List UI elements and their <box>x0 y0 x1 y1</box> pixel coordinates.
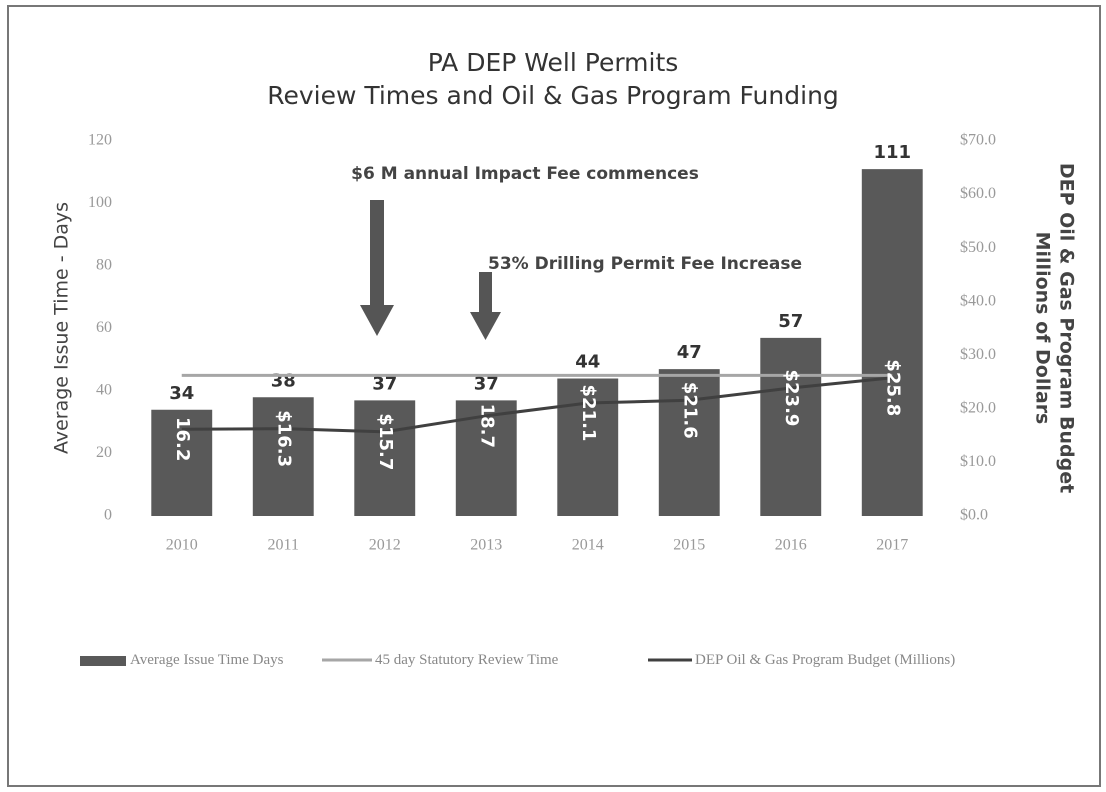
x-tick-label: 2016 <box>775 537 807 554</box>
data-label: 44 <box>575 352 600 373</box>
arrow <box>360 200 394 336</box>
legend-label: Average Issue Time Days <box>130 652 284 668</box>
legend-label: 45 day Statutory Review Time <box>375 652 559 668</box>
x-tick-label: 2012 <box>369 537 401 554</box>
bar <box>354 400 416 516</box>
y2-tick-label: $10.0 <box>960 453 996 470</box>
y-tick-label: 100 <box>88 194 112 211</box>
data-label: 38 <box>271 370 296 391</box>
data-label: 111 <box>873 142 911 163</box>
data-label: 37 <box>372 373 397 394</box>
bar <box>252 397 314 516</box>
y2-tick-label: $70.0 <box>960 132 996 149</box>
data-label: 47 <box>677 342 702 363</box>
x-tick-label: 2015 <box>673 537 705 554</box>
y2-axis-title: Millions of Dollars <box>1032 232 1054 425</box>
frame <box>7 5 1101 787</box>
chart-title: PA DEP Well Permits <box>428 48 679 77</box>
x-tick-label: 2014 <box>572 537 604 554</box>
data-label: $15.7 <box>375 413 396 470</box>
x-tick-label: 2013 <box>470 537 502 554</box>
x-tick-label: 2017 <box>876 537 908 554</box>
y2-tick-label: $30.0 <box>960 346 996 363</box>
annotation: $6 M annual Impact Fee commences <box>351 164 699 184</box>
y-axis-title: Average Issue Time - Days <box>51 202 73 454</box>
data-label: 57 <box>778 311 803 332</box>
bar <box>151 409 213 516</box>
data-label: 18.7 <box>476 404 497 448</box>
y2-tick-label: $20.0 <box>960 400 996 417</box>
annotation: 53% Drilling Permit Fee Increase <box>488 254 802 274</box>
data-label: 34 <box>169 383 194 404</box>
arrow <box>470 272 501 340</box>
y2-tick-label: $40.0 <box>960 292 996 309</box>
bar <box>861 169 923 516</box>
x-tick-label: 2011 <box>268 537 299 554</box>
data-label: 37 <box>474 373 499 394</box>
data-label: 16.2 <box>172 417 193 461</box>
line <box>181 376 893 434</box>
data-label: $16.3 <box>273 410 294 467</box>
bar <box>658 369 720 516</box>
data-label: $25.8 <box>882 359 903 416</box>
y-tick-label: 120 <box>88 132 112 149</box>
data-label: $21.1 <box>578 384 599 441</box>
bar <box>760 337 822 516</box>
legend-swatch <box>80 656 126 666</box>
data-label: $21.6 <box>679 382 700 439</box>
y-tick-label: 40 <box>96 382 112 399</box>
y-tick-label: 0 <box>104 507 112 524</box>
y-tick-label: 80 <box>96 257 112 274</box>
y-tick-label: 60 <box>96 319 112 336</box>
y-tick-label: 20 <box>96 444 112 461</box>
x-tick-label: 2010 <box>166 537 198 554</box>
y2-axis-title: DEP Oil & Gas Program Budget <box>1056 163 1078 493</box>
chart-subtitle: Review Times and Oil & Gas Program Fundi… <box>267 81 839 110</box>
y2-tick-label: $0.0 <box>960 507 988 524</box>
y2-tick-label: $60.0 <box>960 185 996 202</box>
y2-tick-label: $50.0 <box>960 239 996 256</box>
data-label: $23.9 <box>781 369 802 426</box>
legend-label: DEP Oil & Gas Program Budget (Millions) <box>695 652 956 668</box>
